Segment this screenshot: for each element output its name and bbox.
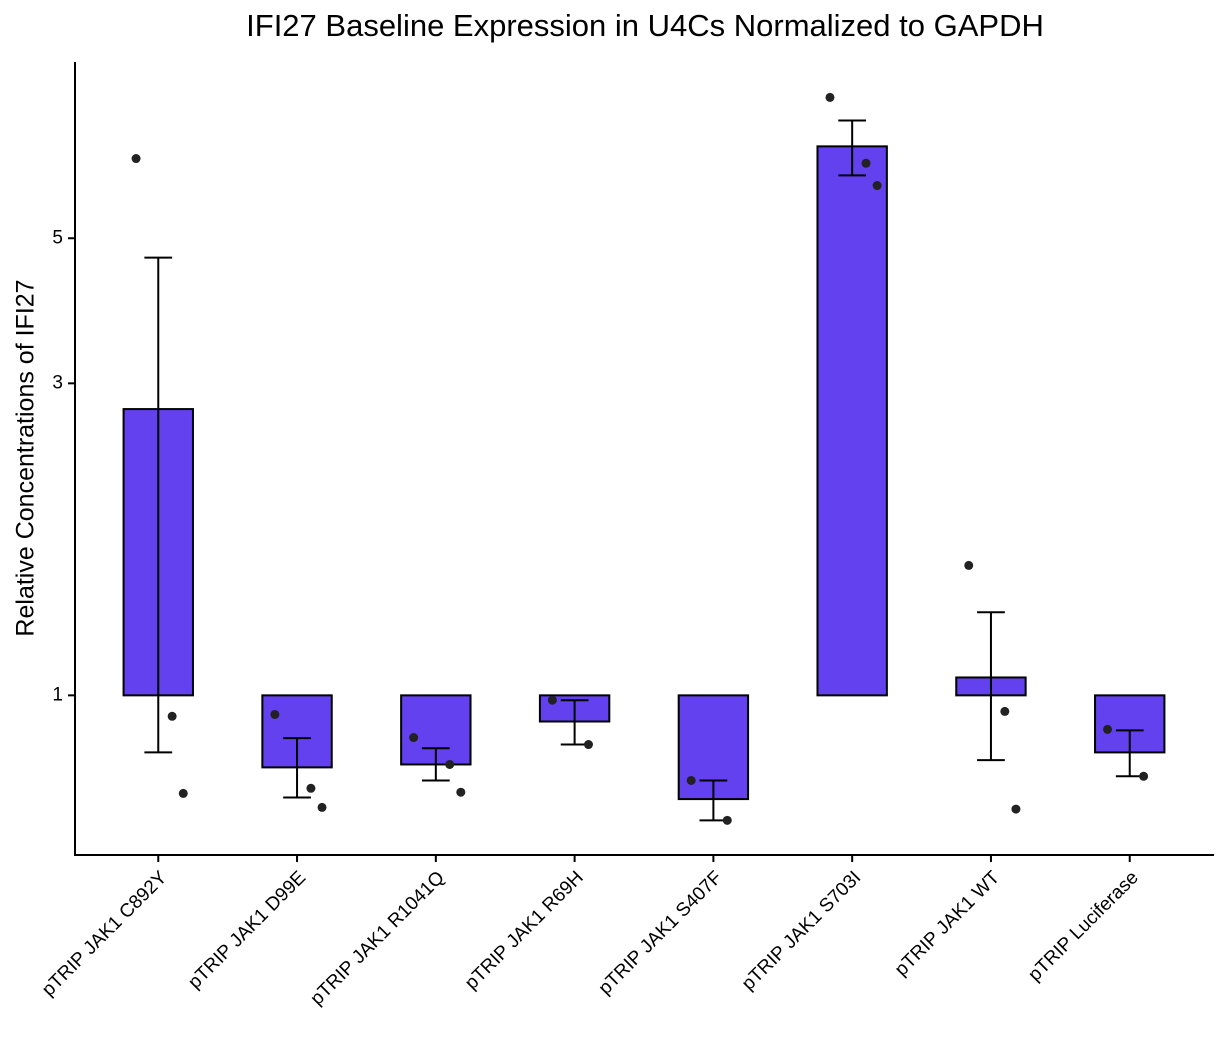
chart-title: IFI27 Baseline Expression in U4Cs Normal… — [246, 8, 1044, 43]
data-point — [872, 181, 882, 191]
data-point — [1011, 804, 1021, 814]
x-tick-label: pTRIP JAK1 S407F — [595, 867, 727, 999]
data-point — [1000, 706, 1010, 716]
data-point — [964, 560, 974, 570]
data-point — [270, 709, 280, 719]
data-point — [547, 695, 557, 705]
x-tick-label: pTRIP JAK1 D99E — [184, 867, 310, 993]
data-point — [825, 92, 835, 102]
data-point — [167, 711, 177, 721]
y-axis-label: Relative Concentrations of IFI27 — [12, 279, 40, 636]
data-point — [861, 158, 871, 168]
data-point — [445, 759, 455, 769]
x-tick-label: pTRIP JAK1 R69H — [461, 867, 588, 994]
y-tick-label: 3 — [52, 372, 63, 393]
data-point — [1139, 771, 1149, 781]
data-point — [583, 740, 593, 750]
data-point — [456, 787, 466, 797]
x-tick-label: pTRIP Luciferase — [1024, 867, 1142, 985]
y-tick-label: 5 — [52, 227, 63, 248]
y-tick-label: 1 — [52, 684, 63, 705]
x-tick-label: pTRIP JAK1 C892Y — [38, 867, 172, 1001]
data-point — [686, 775, 696, 785]
x-tick-label: pTRIP JAK1 S703I — [738, 867, 865, 994]
data-point — [1103, 724, 1113, 734]
data-point — [409, 733, 419, 743]
data-point — [131, 154, 141, 164]
data-point — [317, 802, 327, 812]
data-point — [306, 783, 316, 793]
data-point — [178, 788, 188, 798]
x-tick-label: pTRIP JAK1 WT — [891, 867, 1004, 980]
bar — [816, 145, 888, 697]
x-tick-label: pTRIP JAK1 R1041Q — [307, 867, 449, 1009]
data-point — [722, 815, 732, 825]
